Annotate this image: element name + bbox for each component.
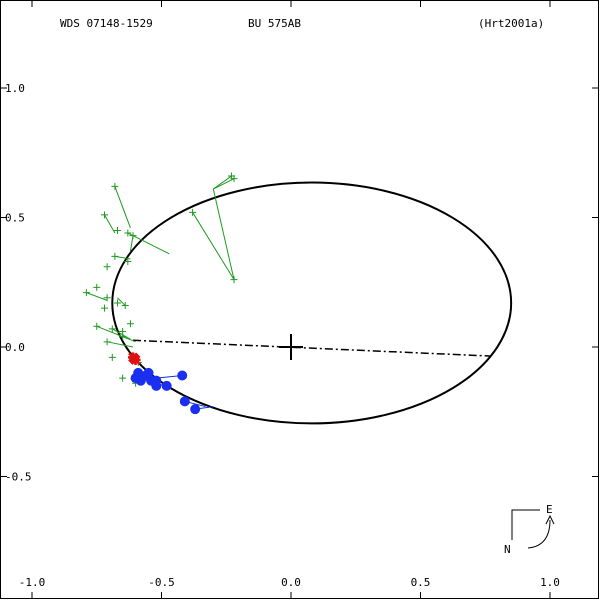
micrometer-point — [126, 320, 134, 328]
micrometer-point — [230, 276, 238, 284]
speckle-point — [161, 380, 172, 391]
micrometer-residual-line — [107, 341, 134, 348]
y-tick-label: 1.0 — [5, 82, 25, 95]
header-orbit-reference: (Hrt2001a) — [478, 17, 544, 30]
micrometer-residual-line — [127, 232, 170, 255]
y-tick-label: -0.5 — [5, 471, 32, 484]
speckle-point — [135, 375, 146, 386]
micrometer-point — [103, 294, 111, 302]
micrometer-residual-line — [104, 214, 116, 234]
micrometer-point — [119, 333, 127, 341]
micrometer-point — [101, 304, 109, 312]
compass-north-label: N — [504, 543, 511, 556]
micrometer-point — [119, 374, 127, 382]
x-tick-label: 0.5 — [411, 576, 431, 589]
micrometer-residual-line — [96, 325, 136, 343]
x-tick-label: -1.0 — [19, 576, 46, 589]
speckle-point — [190, 404, 201, 415]
x-tick-label: 1.0 — [540, 576, 560, 589]
micrometer-point — [230, 175, 238, 183]
micrometer-point — [129, 232, 137, 240]
orbit-ellipse — [111, 181, 513, 425]
micrometer-residual-line — [112, 328, 131, 340]
micrometer-residual-line — [213, 178, 235, 190]
micrometer-residual-line — [114, 186, 131, 229]
micrometer-point — [93, 283, 101, 291]
observation-points — [82, 172, 238, 415]
micrometer-point — [101, 211, 109, 219]
compass-icon: E N — [504, 503, 555, 556]
micrometer-point — [124, 229, 132, 237]
micrometer-residual-line — [213, 175, 232, 190]
line-of-nodes — [132, 339, 491, 357]
micrometer-residual-line — [86, 292, 108, 301]
micrometer-point — [121, 302, 129, 310]
micrometer-residual-line — [117, 297, 126, 306]
micrometer-point — [111, 252, 119, 260]
micrometer-point — [111, 182, 119, 190]
micrometer-point — [103, 338, 111, 346]
micrometer-point — [124, 258, 132, 266]
x-tick-label: -0.5 — [148, 576, 175, 589]
x-tick-label: 0.0 — [281, 576, 301, 589]
micrometer-residual-line — [212, 188, 235, 280]
speckle-point — [179, 396, 190, 407]
speckle-point — [151, 380, 162, 391]
y-tick-label: 0.5 — [5, 212, 25, 225]
y-tick-label: 0.0 — [5, 341, 25, 354]
header-pair-name: BU 575AB — [248, 17, 301, 30]
recent-measurement-point — [129, 353, 140, 364]
micrometer-point — [82, 289, 90, 297]
speckle-point — [143, 367, 154, 378]
micrometer-residual-line — [192, 212, 235, 280]
micrometer-point — [108, 325, 116, 333]
header-wds-id: WDS 07148-1529 — [60, 17, 153, 30]
compass-east-label: E — [546, 503, 553, 516]
micrometer-point — [189, 208, 197, 216]
micrometer-point — [108, 353, 116, 361]
micrometer-point — [113, 299, 121, 307]
micrometer-point — [103, 263, 111, 271]
orbit-layer — [111, 181, 513, 425]
micrometer-point — [113, 226, 121, 234]
micrometer-point — [93, 322, 101, 330]
speckle-point — [177, 370, 188, 381]
